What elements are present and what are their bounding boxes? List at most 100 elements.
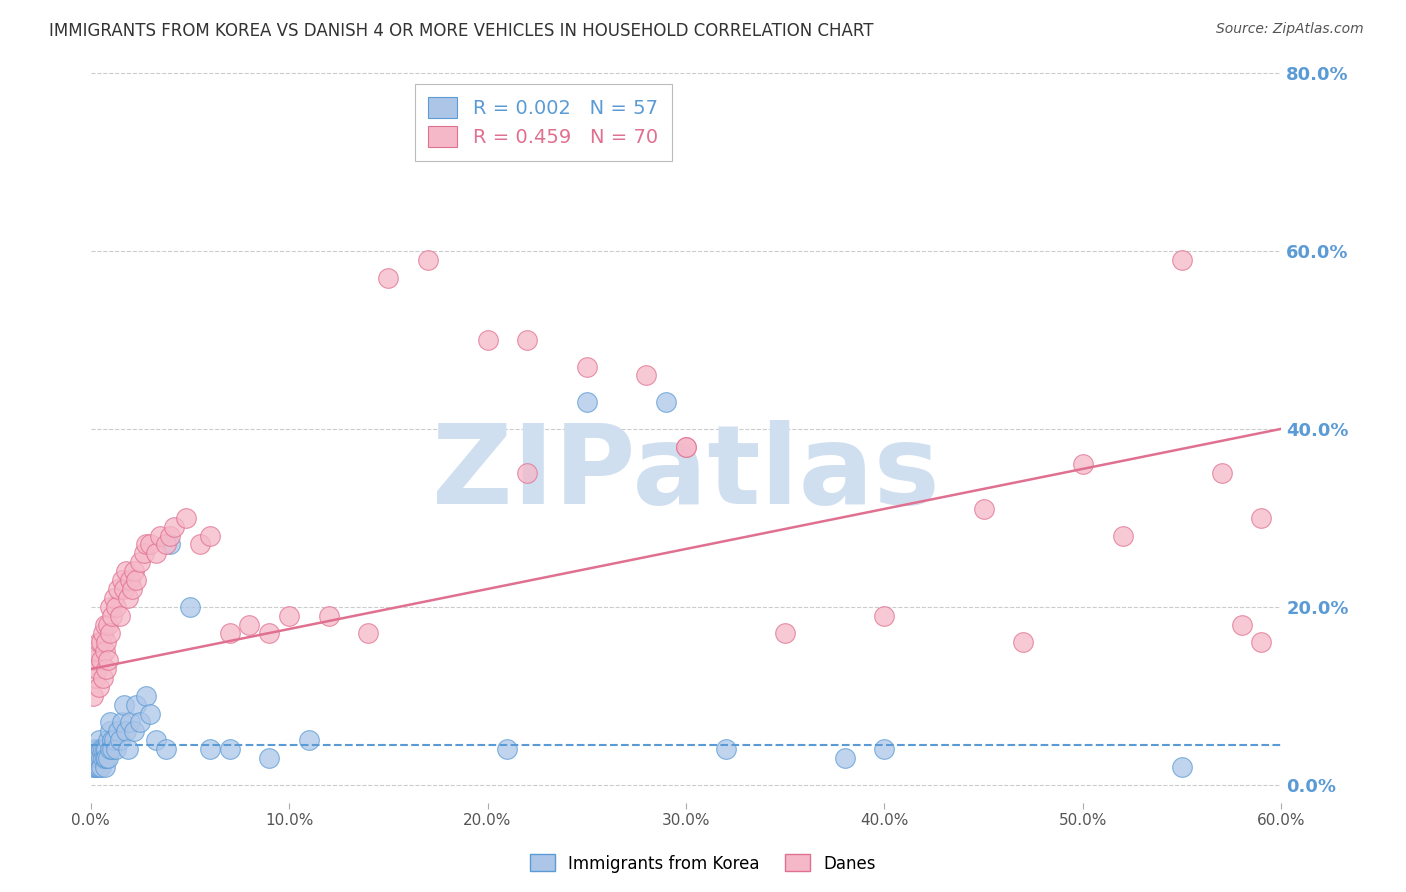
Point — [93, 751, 115, 765]
Point — [675, 440, 697, 454]
Point — [873, 608, 896, 623]
Point — [149, 528, 172, 542]
Point — [155, 742, 177, 756]
Point — [107, 724, 129, 739]
Point — [155, 537, 177, 551]
Point — [90, 635, 112, 649]
Point — [714, 742, 737, 756]
Point — [575, 359, 598, 374]
Point — [1111, 528, 1133, 542]
Point — [1230, 617, 1253, 632]
Point — [496, 742, 519, 756]
Point — [96, 662, 118, 676]
Point — [145, 733, 167, 747]
Point — [973, 502, 995, 516]
Point — [873, 742, 896, 756]
Point — [82, 751, 104, 765]
Point — [87, 680, 110, 694]
Point — [93, 617, 115, 632]
Point — [112, 698, 135, 712]
Point — [145, 546, 167, 560]
Point — [110, 733, 132, 747]
Point — [159, 537, 181, 551]
Point — [298, 733, 321, 747]
Point — [96, 635, 118, 649]
Point — [163, 519, 186, 533]
Point — [91, 742, 114, 756]
Point — [111, 573, 134, 587]
Point — [238, 617, 260, 632]
Point — [105, 742, 128, 756]
Point — [86, 751, 108, 765]
Point — [96, 742, 118, 756]
Text: IMMIGRANTS FROM KOREA VS DANISH 4 OR MORE VEHICLES IN HOUSEHOLD CORRELATION CHAR: IMMIGRANTS FROM KOREA VS DANISH 4 OR MOR… — [49, 22, 873, 40]
Point — [278, 608, 301, 623]
Point — [87, 733, 110, 747]
Point — [1071, 458, 1094, 472]
Point — [86, 742, 108, 756]
Text: Source: ZipAtlas.com: Source: ZipAtlas.com — [1216, 22, 1364, 37]
Point — [83, 760, 105, 774]
Point — [86, 760, 108, 774]
Point — [129, 555, 152, 569]
Point — [93, 644, 115, 658]
Point — [91, 751, 114, 765]
Point — [91, 671, 114, 685]
Point — [1171, 252, 1194, 267]
Point — [93, 760, 115, 774]
Point — [257, 626, 280, 640]
Point — [93, 742, 115, 756]
Point — [139, 706, 162, 721]
Point — [90, 742, 112, 756]
Point — [124, 564, 146, 578]
Point — [90, 760, 112, 774]
Point — [120, 573, 142, 587]
Point — [100, 715, 122, 730]
Point — [655, 395, 678, 409]
Point — [97, 733, 120, 747]
Point — [101, 742, 124, 756]
Point — [103, 591, 125, 605]
Point — [100, 742, 122, 756]
Point — [120, 715, 142, 730]
Point — [1250, 635, 1272, 649]
Point — [112, 582, 135, 596]
Point — [179, 599, 201, 614]
Point — [516, 467, 538, 481]
Point — [1012, 635, 1035, 649]
Text: ZIPatlas: ZIPatlas — [432, 420, 939, 527]
Point — [83, 751, 105, 765]
Point — [1171, 760, 1194, 774]
Point — [86, 662, 108, 676]
Point — [97, 751, 120, 765]
Point — [121, 582, 143, 596]
Point — [174, 510, 197, 524]
Point — [90, 653, 112, 667]
Point — [218, 742, 240, 756]
Point — [87, 760, 110, 774]
Point — [117, 742, 139, 756]
Point — [103, 733, 125, 747]
Point — [105, 599, 128, 614]
Point — [834, 751, 856, 765]
Point — [198, 528, 221, 542]
Point — [257, 751, 280, 765]
Point — [516, 333, 538, 347]
Legend: R = 0.002   N = 57, R = 0.459   N = 70: R = 0.002 N = 57, R = 0.459 N = 70 — [415, 84, 672, 161]
Point — [318, 608, 340, 623]
Point — [117, 591, 139, 605]
Point — [101, 608, 124, 623]
Point — [101, 733, 124, 747]
Point — [1250, 510, 1272, 524]
Point — [129, 715, 152, 730]
Point — [115, 564, 138, 578]
Point — [87, 635, 110, 649]
Point — [416, 252, 439, 267]
Point — [83, 653, 105, 667]
Point — [83, 671, 105, 685]
Point — [675, 440, 697, 454]
Point — [125, 698, 148, 712]
Point — [115, 724, 138, 739]
Point — [110, 608, 132, 623]
Point — [218, 626, 240, 640]
